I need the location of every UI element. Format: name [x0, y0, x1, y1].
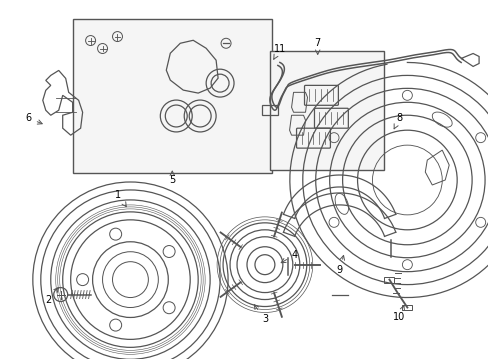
- Bar: [73, 19, 271, 173]
- Bar: [384, 276, 394, 283]
- Bar: [402, 305, 411, 310]
- Text: 1: 1: [115, 190, 126, 207]
- Bar: [269, 50, 384, 170]
- Text: 3: 3: [254, 305, 267, 324]
- Text: 10: 10: [392, 306, 405, 323]
- Text: 7: 7: [314, 37, 320, 54]
- Text: 6: 6: [26, 113, 42, 124]
- Text: 5: 5: [169, 171, 175, 185]
- Text: 11: 11: [273, 44, 285, 59]
- Bar: [262, 105, 277, 115]
- Text: 4: 4: [281, 250, 297, 263]
- Text: 9: 9: [336, 256, 344, 275]
- Text: 2: 2: [45, 288, 58, 305]
- Text: 8: 8: [393, 113, 402, 129]
